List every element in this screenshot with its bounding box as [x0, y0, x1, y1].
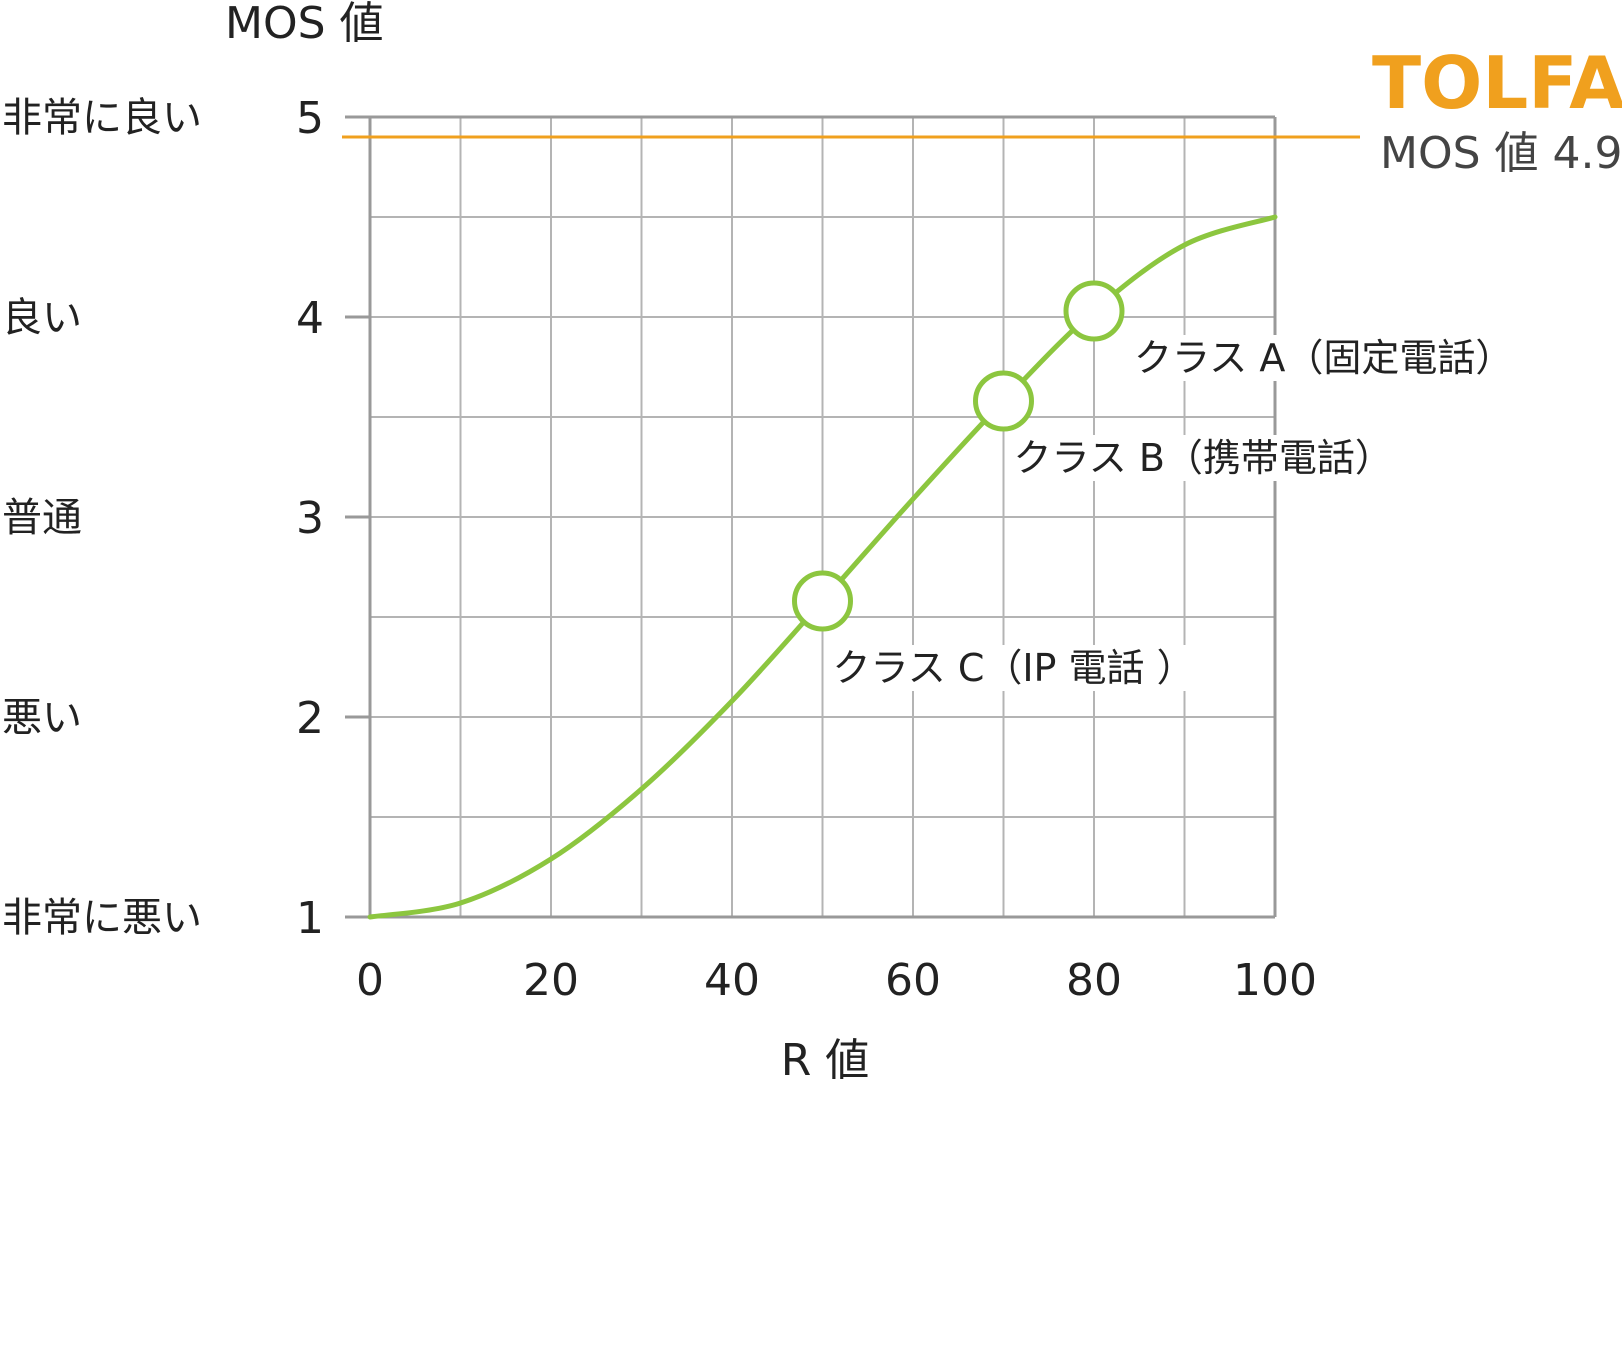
y-quality-label: 非常に良い: [2, 95, 202, 141]
axes: [345, 115, 1277, 919]
y-tick-label: 4: [296, 293, 324, 344]
grid-lines: [369, 116, 1276, 918]
point-label-bg: [1009, 435, 1397, 481]
x-axis-title: R 値: [781, 1035, 870, 1086]
class-points: クラス C（IP 電話 ） クラス B（携帯電話） クラス A（固定電話）: [792, 280, 1518, 691]
y-quality-label: 非常に悪い: [2, 895, 202, 941]
x-tick-label: 0: [356, 955, 384, 1006]
x-tick-label: 20: [523, 955, 579, 1006]
y-tick-label: 1: [296, 893, 324, 944]
class-point-marker: [1063, 280, 1125, 342]
x-tick-label: 60: [885, 955, 941, 1006]
y-quality-label: 良い: [2, 295, 82, 341]
y-quality-label: 普通: [2, 495, 82, 541]
y-tick-label: 5: [296, 93, 324, 144]
y-tick-label: 3: [296, 493, 324, 544]
brand-logo-text: TOLFA: [1372, 41, 1622, 125]
x-tick-label: 80: [1066, 955, 1122, 1006]
point-label-bg: [828, 645, 1199, 691]
x-tick-label: 100: [1233, 955, 1317, 1006]
y-quality-label: 悪い: [2, 695, 82, 741]
class-point-marker: [973, 370, 1034, 432]
reference-line-label: MOS 値 4.9: [1380, 128, 1622, 179]
x-tick-label: 40: [704, 955, 760, 1006]
class-point-marker: [792, 570, 853, 632]
y-axis-title: MOS 値: [225, 0, 384, 49]
chart-labels: MOS 値 R 値 TOLFA MOS 値 4.9 1 2 3 4 5 非常に良い良い普通…: [2, 0, 1622, 1086]
point-label: クラス A（固定電話）: [1134, 336, 1513, 380]
point-label: クラス C（IP 電話 ）: [833, 646, 1195, 690]
point-label-bg: [1130, 335, 1518, 381]
point-label: クラス B（携帯電話）: [1014, 436, 1393, 480]
y-tick-label: 2: [296, 693, 324, 744]
